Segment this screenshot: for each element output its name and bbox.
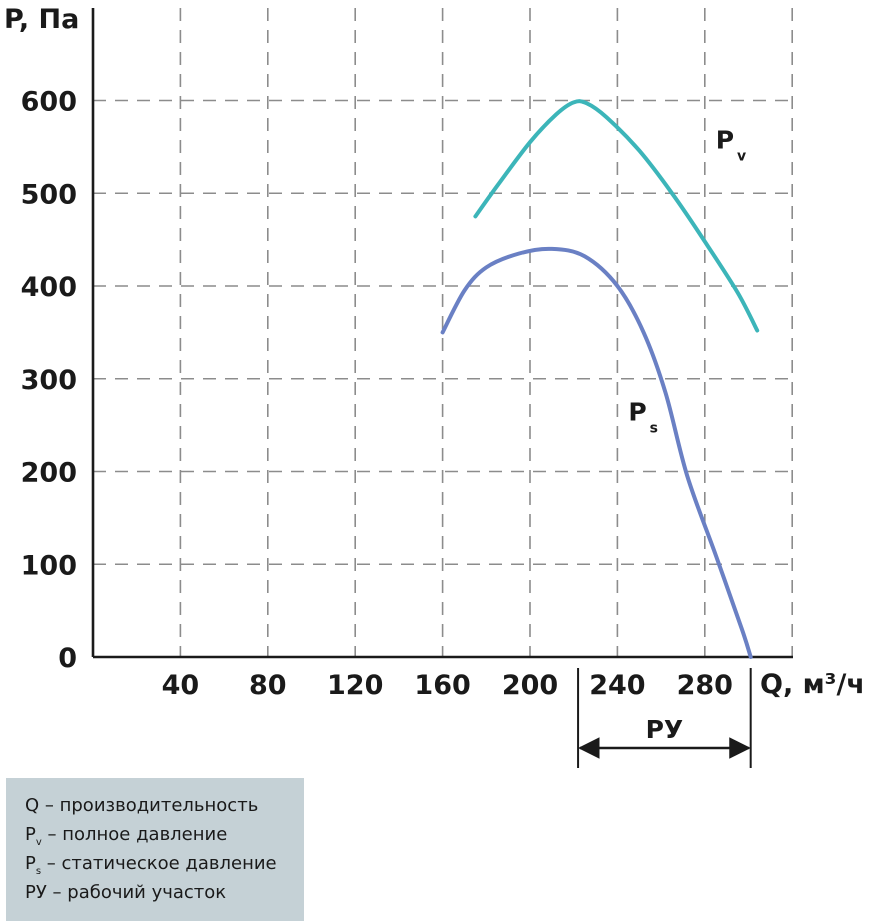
- legend-text: – рабочий участок: [46, 882, 227, 903]
- x-tick-label: 160: [414, 670, 470, 701]
- legend-symbol: Pv: [25, 824, 42, 848]
- fan-performance-chart: 40 80 120 160 200 240 280 0 100 200 300 400 500 600 P…: [4, 4, 865, 768]
- series-line-pv: [473, 99, 760, 333]
- series: [440, 99, 760, 659]
- range-label: РУ: [646, 715, 684, 744]
- axes: [91, 8, 793, 659]
- x-tick-label: 240: [589, 670, 645, 701]
- legend-item: Ps – статическое давление: [25, 849, 304, 878]
- y-tick-label: 0: [58, 643, 77, 674]
- legend-symbol: РУ: [25, 882, 47, 903]
- legend-item: РУ – рабочий участок: [25, 878, 304, 907]
- legend-text: – полное давление: [41, 824, 228, 845]
- grid: [93, 8, 794, 657]
- y-axis-title: P, Па: [4, 4, 79, 35]
- x-tick-label: 40: [162, 670, 200, 701]
- legend-box: Q – производительность Pv – полное давлен…: [6, 778, 304, 921]
- legend-symbol-subscript: v: [35, 837, 42, 848]
- series-label-pv: Pv: [716, 126, 746, 165]
- tick-labels: 40 80 120 160 200 240 280 0 100 200 300 400 500 600: [21, 87, 733, 702]
- series-label-ps: Ps: [628, 397, 658, 436]
- x-tick-label: 280: [677, 670, 733, 701]
- y-tick-label: 100: [21, 550, 77, 581]
- working-range-marker: РУ: [577, 668, 752, 768]
- x-tick-label: 80: [249, 670, 287, 701]
- y-tick-label: 600: [21, 87, 77, 118]
- x-tick-label: 200: [502, 670, 558, 701]
- x-tick-label: 120: [327, 670, 383, 701]
- legend-item: Pv – полное давление: [25, 820, 304, 849]
- x-axis-title: Q, м³/ч: [760, 669, 865, 700]
- y-tick-label: 300: [21, 365, 77, 396]
- y-tick-label: 500: [21, 179, 77, 210]
- y-tick-label: 200: [21, 458, 77, 489]
- series-line-ps: [440, 246, 753, 659]
- y-tick-label: 400: [21, 272, 77, 303]
- legend-text: – производительность: [39, 795, 259, 816]
- legend-symbol-subscript: s: [35, 866, 42, 877]
- legend-symbol: Ps: [25, 853, 42, 877]
- legend-text: – статическое давление: [41, 853, 277, 874]
- legend-symbol: Q: [25, 795, 40, 816]
- legend-item: Q – производительность: [25, 791, 304, 820]
